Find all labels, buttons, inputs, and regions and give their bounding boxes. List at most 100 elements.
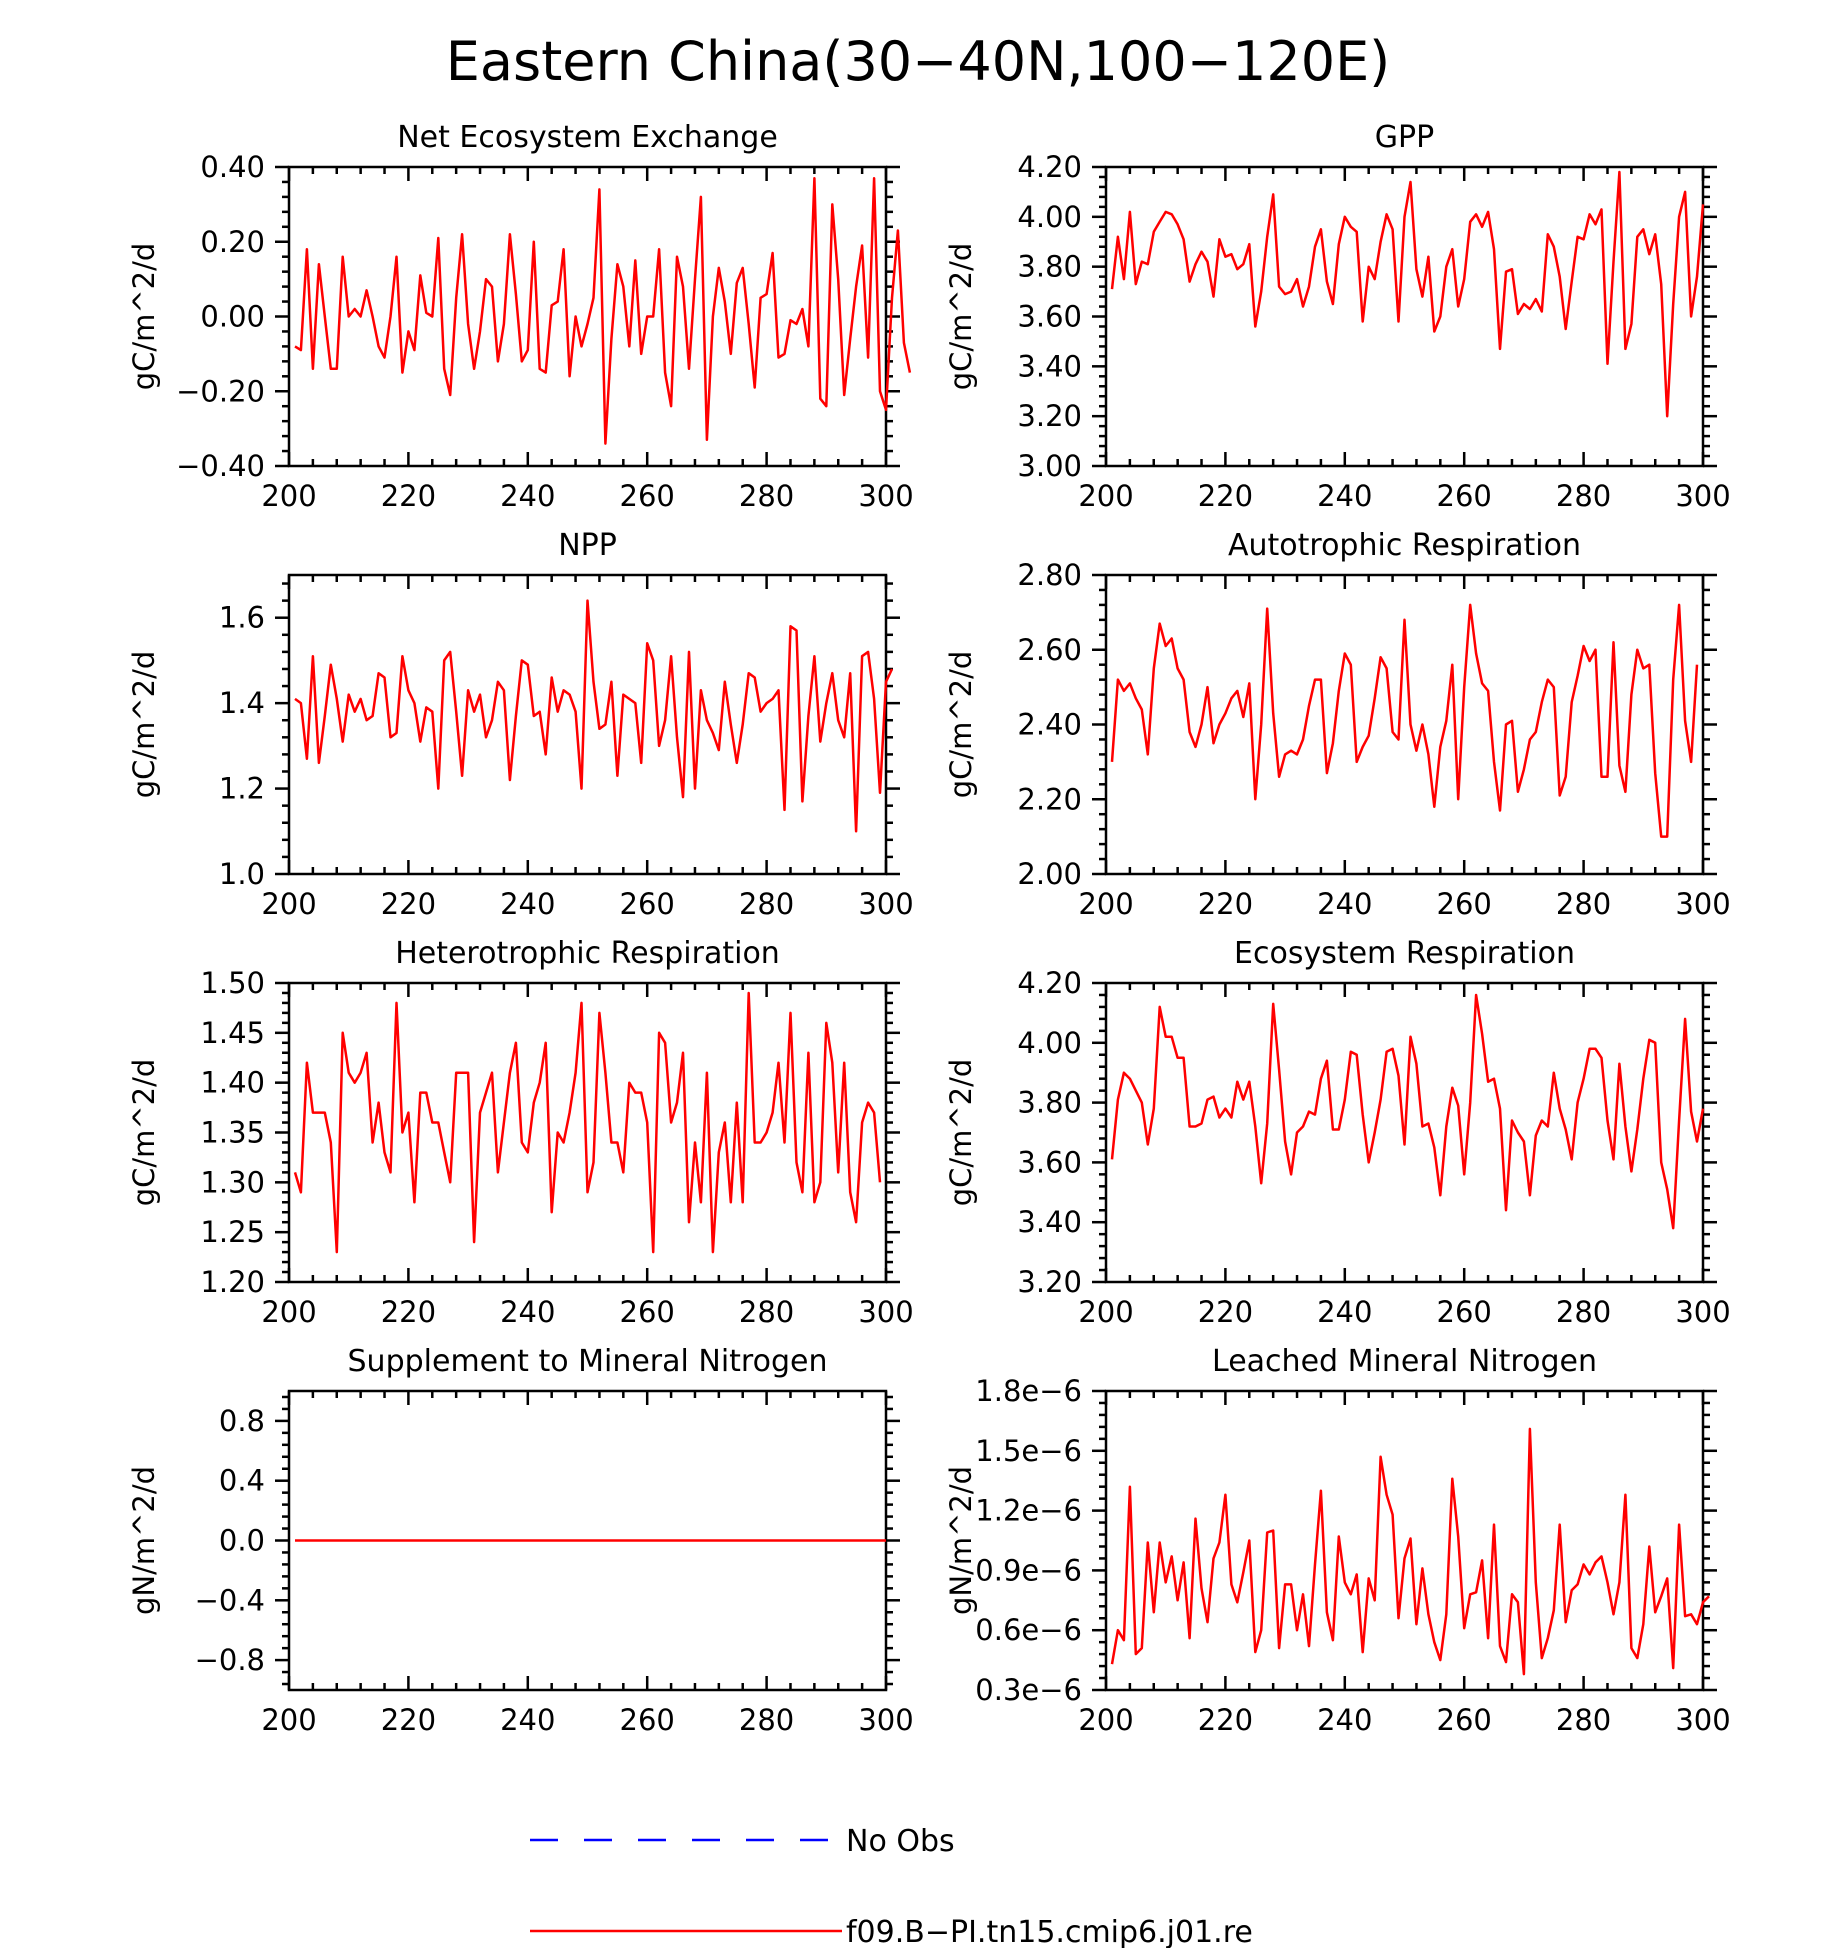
x-tick-label: 240 <box>500 1703 555 1737</box>
x-tick-label: 240 <box>1317 479 1372 513</box>
x-tick-label: 280 <box>739 887 794 921</box>
x-tick-label: 220 <box>1198 1703 1253 1737</box>
x-tick-label: 220 <box>381 1295 436 1329</box>
y-tick-label: 2.80 <box>1017 558 1082 592</box>
x-tick-label: 280 <box>739 1295 794 1329</box>
y-tick-label: 3.40 <box>1017 1205 1082 1239</box>
x-tick-label: 280 <box>1556 887 1611 921</box>
x-tick-label: 220 <box>381 1703 436 1737</box>
panel-3: 200 220 240 260 280 300 2.00 2.20 2.40 2.60 2.80 Au… <box>944 528 1731 921</box>
x-tick-label: 260 <box>620 1703 675 1737</box>
x-tick-label: 280 <box>1556 1703 1611 1737</box>
y-tick-label: 1.0 <box>219 857 265 891</box>
x-tick-label: 220 <box>1198 887 1253 921</box>
x-tick-label: 220 <box>381 887 436 921</box>
series-line <box>1110 1427 1710 1676</box>
y-axis-label: gC/m^2/d <box>127 651 161 799</box>
y-axis-label: gC/m^2/d <box>944 243 978 391</box>
series-line <box>294 176 912 445</box>
series-line <box>293 991 882 1254</box>
x-tick-label: 200 <box>1078 1703 1133 1737</box>
x-tick-label: 200 <box>1078 887 1133 921</box>
y-tick-label: 1.30 <box>200 1165 265 1199</box>
series-line <box>1110 993 1705 1230</box>
panel-0: 200 220 240 260 280 300 −0.40 −0.20 0.00 0.20 0.40… <box>127 120 914 513</box>
y-axis-label: gC/m^2/d <box>127 243 161 391</box>
panel-7: 200 220 240 260 280 300 0.3e−6 0.6e−6 0.9e−6 1.2e… <box>944 1344 1731 1737</box>
legend: No Obs f09.B−PI.tn15.cmip6.j01.re <box>530 1824 1253 1948</box>
y-tick-label: 0.8 <box>219 1404 265 1438</box>
y-tick-label: −0.8 <box>195 1643 265 1677</box>
x-tick-label: 300 <box>858 887 913 921</box>
y-tick-label: 1.40 <box>200 1066 265 1100</box>
y-axis-label: gC/m^2/d <box>944 651 978 799</box>
y-tick-label: 1.6 <box>219 601 265 635</box>
x-tick-label: 240 <box>500 479 555 513</box>
panels: 200 220 240 260 280 300−0.40−0.200.000.200.40… <box>127 120 1731 1737</box>
y-tick-label: 0.20 <box>200 225 265 259</box>
y-tick-label: 1.2e−6 <box>975 1494 1082 1528</box>
legend-label-model: f09.B−PI.tn15.cmip6.j01.re <box>846 1915 1253 1948</box>
x-tick-label: 300 <box>1675 479 1730 513</box>
y-tick-label: 3.00 <box>1017 449 1082 483</box>
x-tick-label: 220 <box>1198 479 1253 513</box>
y-tick-label: 4.20 <box>1017 966 1082 1000</box>
panel-title: Autotrophic Respiration <box>1228 528 1581 563</box>
x-tick-label: 240 <box>1317 887 1372 921</box>
y-tick-label: 3.60 <box>1017 300 1082 334</box>
panel-title: Ecosystem Respiration <box>1234 936 1575 971</box>
x-tick-label: 280 <box>1556 1295 1611 1329</box>
y-tick-label: 4.20 <box>1017 150 1082 184</box>
plot-frame <box>287 165 888 468</box>
y-tick-label: 0.40 <box>200 150 265 184</box>
legend-label-no-obs: No Obs <box>846 1824 955 1859</box>
y-tick-label: −0.40 <box>176 449 265 483</box>
x-tick-label: 240 <box>500 1295 555 1329</box>
y-tick-label: 2.60 <box>1017 633 1082 667</box>
y-tick-label: 3.80 <box>1017 1086 1082 1120</box>
series-line <box>294 599 894 833</box>
x-tick-label: 260 <box>1437 887 1492 921</box>
x-tick-label: 260 <box>1437 1703 1492 1737</box>
plot-frame <box>287 573 888 876</box>
series-line <box>1110 603 1699 838</box>
x-tick-label: 260 <box>1437 1295 1492 1329</box>
y-tick-label: 0.00 <box>200 300 265 334</box>
panel-6: 200 220 240 260 280 300 −0.8 −0.4 0.0 0.4 0.8 Suppl… <box>127 1344 914 1737</box>
plot-frame <box>1104 981 1705 1284</box>
y-tick-label: 2.20 <box>1017 782 1082 816</box>
x-tick-label: 300 <box>858 479 913 513</box>
y-tick-label: 0.9e−6 <box>975 1553 1082 1587</box>
y-tick-label: 1.25 <box>200 1215 265 1249</box>
x-tick-label: 300 <box>1675 1703 1730 1737</box>
y-tick-label: 4.00 <box>1017 1026 1082 1060</box>
y-tick-label: 0.4 <box>219 1464 265 1498</box>
x-tick-label: 220 <box>381 479 436 513</box>
x-tick-label: 200 <box>261 1703 316 1737</box>
panel-title: Net Ecosystem Exchange <box>397 120 778 155</box>
x-tick-label: 200 <box>261 1295 316 1329</box>
y-tick-label: −0.4 <box>195 1583 265 1617</box>
panel-title: NPP <box>558 528 617 563</box>
x-tick-label: 200 <box>1078 1295 1133 1329</box>
y-tick-label: 1.8e−6 <box>975 1374 1082 1408</box>
y-tick-label: 3.80 <box>1017 250 1082 284</box>
x-tick-label: 300 <box>1675 1295 1730 1329</box>
panel-title: Heterotrophic Respiration <box>395 936 780 971</box>
x-tick-label: 260 <box>620 479 675 513</box>
figure-title: Eastern China(30−40N,100−120E) <box>446 30 1391 93</box>
x-tick-label: 240 <box>1317 1703 1372 1737</box>
x-tick-label: 280 <box>1556 479 1611 513</box>
y-axis-label: gC/m^2/d <box>944 1059 978 1207</box>
y-axis-label: gC/m^2/d <box>127 1059 161 1207</box>
x-tick-label: 240 <box>1317 1295 1372 1329</box>
y-tick-label: 1.20 <box>200 1265 265 1299</box>
panel-1: 200 220 240 260 280 300 3.00 3.20 3.40 3.60 3.80 4.… <box>944 120 1731 513</box>
y-tick-label: 0.3e−6 <box>975 1673 1082 1707</box>
y-axis-label: gN/m^2/d <box>944 1466 978 1615</box>
y-tick-label: 2.40 <box>1017 708 1082 742</box>
x-tick-label: 200 <box>261 479 316 513</box>
x-tick-label: 300 <box>1675 887 1730 921</box>
y-tick-label: 1.50 <box>200 966 265 1000</box>
